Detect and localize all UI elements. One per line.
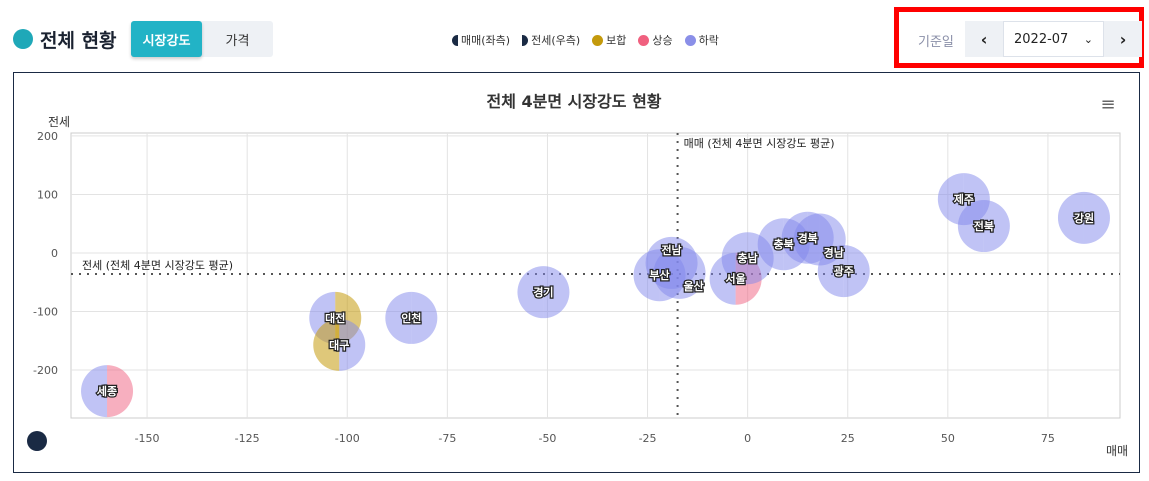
bubble-sale-half: [793, 213, 820, 266]
y-tick-label: 200: [37, 130, 58, 143]
legend-sale-label: 매매(좌측): [461, 34, 511, 47]
date-value: 2022-07: [1014, 31, 1069, 47]
legend-sale: 매매(좌측): [452, 32, 510, 48]
bubble-label: 광주: [834, 265, 854, 278]
legend-down-label: 하락: [698, 34, 719, 47]
bubble-sale-half: [757, 218, 784, 271]
bubble-jeonse-half: [843, 245, 870, 298]
x-tick-label: -100: [335, 432, 360, 445]
up-dot-icon: [638, 34, 650, 46]
bubble-sale-half: [653, 246, 680, 299]
bubble-sale-half: [81, 365, 108, 418]
y-tick-label: 0: [51, 247, 58, 260]
bubble-label: 충북: [774, 237, 794, 251]
y-axis-title: 전세: [48, 115, 70, 129]
legend-flat-label: 보합: [606, 34, 627, 47]
prev-date-button[interactable]: ‹: [965, 21, 1003, 57]
legend: 매매(좌측) 전세(우측) 보합 상승 하락: [452, 32, 719, 48]
home-icon: [13, 29, 33, 49]
bubble-label: 부산: [649, 268, 669, 282]
bubble-label: 대구: [329, 338, 349, 352]
bubble-label: 충남: [738, 251, 758, 265]
x-tick-label: -50: [538, 432, 556, 445]
down-dot-icon: [684, 34, 696, 46]
page-title: 전체 현황: [40, 30, 117, 52]
bubble-label: 대전: [325, 311, 345, 325]
jeonse-average-label: 전세 (전체 4분면 시장강도 평균): [82, 259, 233, 272]
tab-price[interactable]: 가격: [225, 33, 250, 49]
legend-jeonse-label: 전세(우측): [531, 34, 581, 47]
x-tick-label: 25: [841, 432, 855, 445]
x-tick-label: -125: [235, 432, 260, 445]
plot-area: [70, 132, 1121, 419]
y-tick-label: -100: [33, 305, 58, 318]
bubble-sale-half: [1057, 191, 1084, 244]
bubble-sale-half: [937, 173, 964, 226]
bubble-label: 경남: [824, 246, 844, 260]
bubble-jeonse-half: [1083, 191, 1110, 244]
bubble-label: 전북: [974, 219, 994, 233]
bubble-sale-half: [817, 245, 844, 298]
flat-dot-icon: [592, 34, 604, 46]
bubble-sale-half: [313, 318, 340, 371]
bubble-jeonse-half: [411, 291, 438, 344]
bubble-jeonse-half: [983, 200, 1010, 253]
bubble-label: 강원: [1074, 211, 1094, 225]
menu-icon: ≡: [1100, 94, 1115, 115]
bubble-jeonse-half: [679, 246, 706, 299]
legend-up-label: 상승: [652, 34, 673, 47]
sale-average-label: 매매 (전체 4분면 시장강도 평균): [684, 137, 835, 150]
y-tick-label: -200: [33, 364, 58, 377]
x-tick-label: -75: [438, 432, 456, 445]
legend-down: 하락: [684, 32, 719, 48]
bubble-label: 경북: [798, 231, 818, 245]
half-right-icon: [522, 34, 529, 46]
view-tabs: 시장강도 가격: [131, 21, 273, 57]
logo-icon: [27, 431, 47, 451]
legend-jeonse: 전세(우측): [522, 32, 580, 48]
x-tick-label: -25: [639, 432, 657, 445]
x-tick-label: -150: [135, 432, 160, 445]
x-tick-label: 75: [1041, 432, 1055, 445]
bubble-label: 제주: [954, 192, 974, 206]
legend-flat: 보합: [592, 32, 626, 48]
bubble-sale-half: [385, 291, 412, 344]
bubble-label: 세종: [97, 384, 117, 398]
legend-up: 상승: [638, 32, 673, 48]
bubble-sale-half: [721, 232, 748, 285]
next-date-button[interactable]: ›: [1104, 21, 1142, 57]
x-axis-title: 매매: [1106, 444, 1128, 458]
bubble-label: 서울: [726, 272, 746, 286]
date-select[interactable]: 2022-07 ⌄: [1003, 21, 1104, 57]
chart-frame: [13, 72, 1140, 473]
chart-title: 전체 4분면 시장강도 현황: [486, 92, 661, 111]
bubble-label: 경기: [533, 285, 553, 299]
bubble-sale-half: [517, 266, 544, 319]
date-label: 기준일: [918, 35, 954, 50]
bubble-jeonse-half: [107, 365, 134, 418]
half-left-icon: [452, 34, 458, 46]
tab-market-strength[interactable]: 시장강도: [131, 21, 202, 57]
bubble-label: 전남: [661, 243, 681, 257]
bubble-label: 울산: [683, 279, 703, 293]
bubble-label: 인천: [401, 311, 421, 325]
y-tick-label: 100: [37, 188, 58, 201]
x-tick-label: 0: [744, 432, 751, 445]
x-tick-label: 50: [941, 432, 955, 445]
chevron-down-icon: ⌄: [1083, 32, 1093, 46]
bubble-jeonse-half: [543, 266, 570, 319]
bubble-jeonse-half: [339, 318, 366, 371]
bubble-sale-half: [957, 200, 984, 253]
